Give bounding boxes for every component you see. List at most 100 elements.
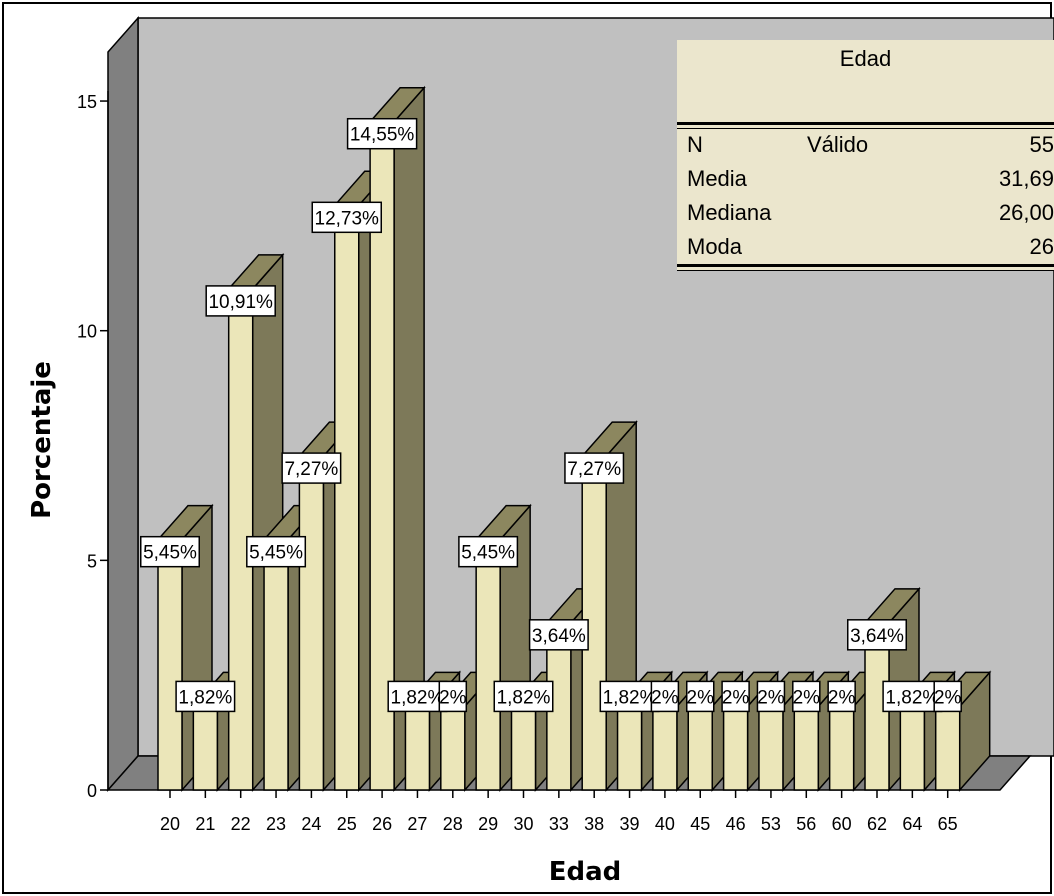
row-n-value: 55 [1029, 132, 1054, 157]
data-label-box [281, 452, 342, 484]
row-media-label: Media [687, 166, 747, 191]
data-label-27: 1,82% [387, 680, 448, 713]
data-label-39: 1,82% [599, 680, 660, 713]
x-tick-label: 23 [266, 814, 286, 834]
y-tick-label: 10 [77, 322, 97, 342]
data-label-box [528, 619, 589, 651]
bar-front [192, 705, 219, 791]
x-tick-label: 64 [902, 814, 922, 834]
row-mediana-value: 26,00 [998, 200, 1054, 225]
data-label-text: 2% [439, 687, 467, 708]
bar-front [616, 705, 643, 791]
y-tick-label: 15 [77, 92, 97, 112]
data-label-text: 7,27% [284, 459, 338, 480]
bar-front [404, 705, 431, 791]
data-label-box [847, 619, 907, 651]
y-tick-label: 5 [87, 551, 97, 571]
x-tick-label: 38 [584, 814, 604, 834]
y-tick-label: 0 [87, 781, 97, 801]
data-label-box [756, 680, 786, 713]
data-label-text: 2% [793, 687, 821, 708]
bar-front [334, 204, 360, 791]
data-label-text: 2% [828, 687, 856, 708]
data-label-box [827, 680, 856, 713]
x-tick-label: 20 [160, 814, 180, 834]
data-label-text: 2% [722, 687, 750, 708]
data-label-box [140, 535, 200, 568]
bar-front [157, 538, 183, 791]
bar-front [722, 705, 749, 791]
data-label-box [205, 285, 276, 317]
table-header-rule [677, 122, 1054, 129]
bar-22 [227, 252, 285, 792]
data-label-text: 2% [687, 687, 715, 708]
data-label-45: 2% [686, 680, 715, 713]
bar-front [263, 538, 289, 791]
data-label-box [493, 680, 554, 713]
bar-front [298, 455, 325, 791]
bar-20 [156, 503, 214, 792]
data-label-box [246, 535, 307, 568]
data-label-20: 5,45% [140, 535, 200, 568]
data-label-53: 2% [756, 680, 786, 713]
data-label-64: 1,82% [882, 680, 943, 713]
data-label-text: 1,82% [391, 687, 445, 708]
x-tick-label: 65 [938, 814, 958, 834]
data-label-29: 5,45% [458, 535, 519, 568]
x-tick-label: 33 [549, 814, 569, 834]
bar-front [758, 705, 784, 791]
data-label-box [311, 201, 382, 234]
data-label-46: 2% [721, 680, 750, 713]
data-label-text: 7,27% [567, 459, 621, 480]
data-label-24: 7,27% [281, 452, 342, 484]
data-label-28: 2% [438, 680, 468, 713]
data-label-25: 12,73% [311, 201, 382, 234]
row-moda-label: Moda [687, 234, 743, 259]
data-label-text: 3,64% [850, 626, 904, 647]
bar-front [440, 705, 466, 791]
x-tick-label: 40 [655, 814, 675, 834]
data-label-22: 10,91% [205, 285, 276, 317]
x-tick-label: 46 [726, 814, 746, 834]
x-tick-label: 62 [867, 814, 887, 834]
bar-front [475, 538, 501, 791]
x-tick-label: 21 [195, 814, 215, 834]
bar-front [652, 705, 678, 791]
data-label-box [933, 680, 962, 713]
data-label-38: 7,27% [564, 452, 625, 484]
data-label-box [346, 117, 418, 150]
bar-front [899, 705, 926, 791]
y-axis-title: Porcentaje [27, 361, 57, 519]
stats-table-title: Edad [839, 46, 892, 71]
row-media-value: 31,69 [998, 166, 1054, 191]
x-tick-label: 30 [513, 814, 533, 834]
row-n-sublabel: Válido [807, 132, 869, 157]
stats-table: Edad N Válido 55 Media 31,69 Mediana 26,… [677, 40, 1054, 271]
data-label-40: 2% [650, 680, 680, 713]
x-axis-title: Edad [549, 857, 622, 887]
data-label-33: 3,64% [528, 619, 589, 651]
x-tick-label: 27 [407, 814, 427, 834]
bar-front [687, 705, 713, 791]
data-label-text: 2% [934, 687, 962, 708]
data-label-text: 14,55% [350, 125, 415, 146]
data-label-text: 5,45% [461, 543, 515, 564]
data-label-text: 2% [757, 687, 785, 708]
x-tick-label: 45 [690, 814, 710, 834]
data-label-text: 1,82% [603, 687, 657, 708]
data-label-26: 14,55% [346, 117, 418, 150]
data-label-text: 1,82% [885, 687, 939, 708]
data-label-text: 1,82% [497, 687, 551, 708]
data-label-60: 2% [827, 680, 856, 713]
data-label-box [599, 680, 660, 713]
data-label-text: 2% [651, 687, 679, 708]
x-tick-label: 22 [231, 814, 251, 834]
row-mediana-label: Mediana [687, 200, 772, 225]
data-label-text: 5,45% [249, 543, 303, 564]
data-label-box [438, 680, 468, 713]
x-tick-label: 25 [337, 814, 357, 834]
data-label-30: 1,82% [493, 680, 554, 713]
x-tick-label: 29 [478, 814, 498, 834]
row-n-label: N [687, 132, 703, 157]
data-label-box [792, 680, 821, 713]
